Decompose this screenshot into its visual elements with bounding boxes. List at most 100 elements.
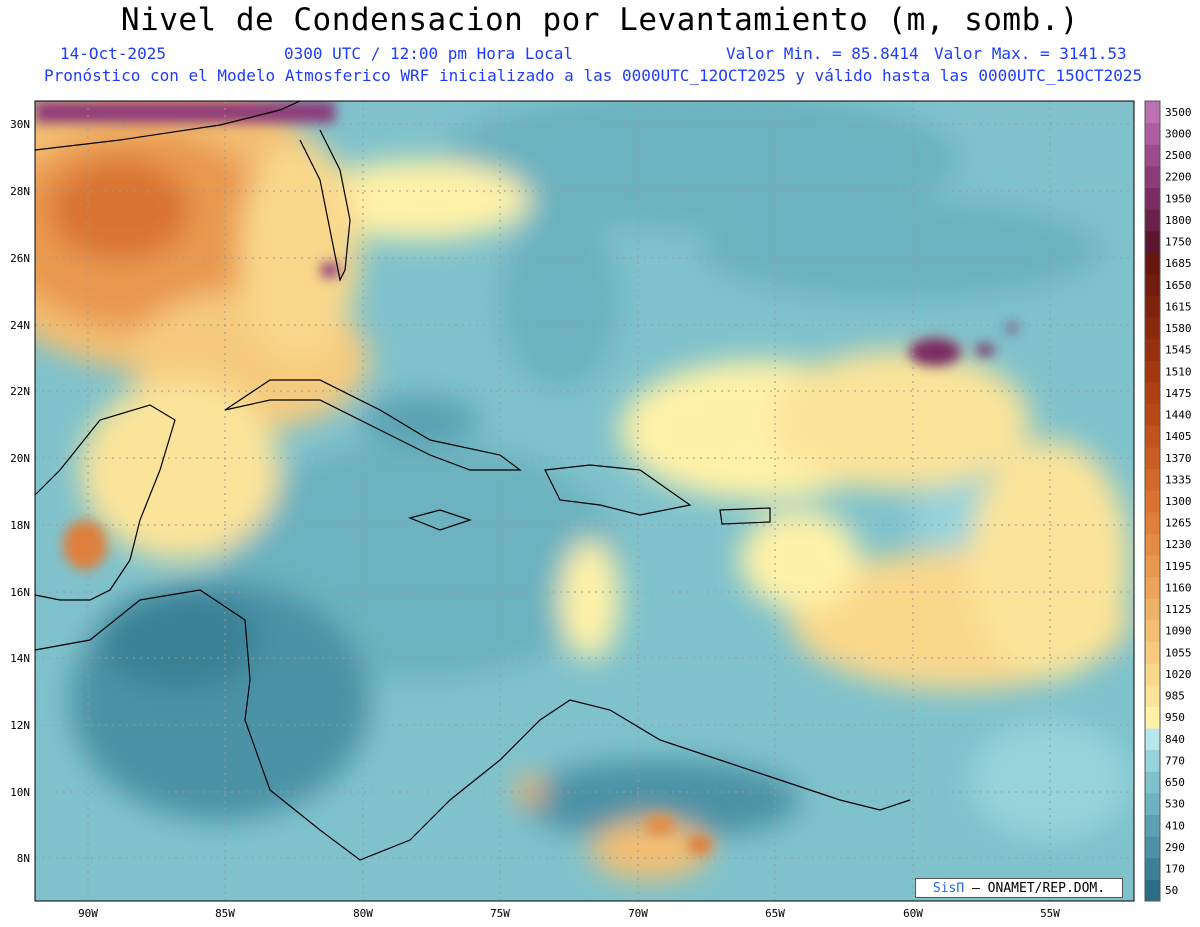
colorbar-label: 1545 xyxy=(1165,344,1192,357)
colorbar-swatch xyxy=(1145,511,1160,534)
lat-label: 10N xyxy=(10,786,30,799)
lat-label: 22N xyxy=(10,385,30,398)
colorbar-label: 3500 xyxy=(1165,106,1192,119)
lon-label: 75W xyxy=(490,907,510,920)
lon-label: 60W xyxy=(903,907,923,920)
colorbar-swatch xyxy=(1145,663,1160,686)
forecast-date: 14-Oct-2025 xyxy=(60,44,166,63)
colorbar-swatch xyxy=(1145,446,1160,470)
lat-label: 16N xyxy=(10,586,30,599)
colorbar-label: 1300 xyxy=(1165,495,1192,508)
chart-title: Nivel de Condensacion por Levantamiento … xyxy=(120,2,1080,38)
colorbar-label: 50 xyxy=(1165,884,1178,897)
colorbar-swatch xyxy=(1145,122,1160,145)
colorbar-label: 1405 xyxy=(1165,430,1192,443)
colorbar-label: 1370 xyxy=(1165,452,1192,465)
lat-label: 14N xyxy=(10,652,30,665)
colorbar-label: 1950 xyxy=(1165,192,1192,205)
colorbar-swatch xyxy=(1145,598,1160,621)
colorbar-label: 2500 xyxy=(1165,149,1192,162)
colorbar-swatch xyxy=(1145,403,1160,426)
condensation-field xyxy=(35,101,1134,901)
colorbar-label: 1335 xyxy=(1165,473,1192,486)
colorbar-label: 950 xyxy=(1165,711,1185,724)
lat-label: 18N xyxy=(10,519,30,532)
lon-label: 90W xyxy=(78,907,98,920)
colorbar-label: 1475 xyxy=(1165,387,1192,400)
lat-label: 12N xyxy=(10,719,30,732)
credit-box: SisΠ – ONAMET/REP.DOM. xyxy=(915,878,1123,898)
colorbar-swatch xyxy=(1145,360,1160,383)
colorbar-swatch xyxy=(1145,425,1160,448)
colorbar-label: 650 xyxy=(1165,776,1185,789)
colorbar-swatch xyxy=(1145,101,1160,124)
coastlines xyxy=(34,100,911,861)
colorbar-swatch xyxy=(1145,576,1160,599)
colorbar-swatch xyxy=(1145,619,1160,643)
colorbar-label: 530 xyxy=(1165,798,1185,811)
colorbar-swatch xyxy=(1145,252,1160,275)
lon-label: 55W xyxy=(1040,907,1060,920)
colorbar-swatch xyxy=(1145,728,1160,751)
colorbar-frame xyxy=(1144,100,1161,902)
colorbar-label: 1510 xyxy=(1165,365,1192,378)
colorbar-swatch xyxy=(1145,490,1160,513)
colorbar-label: 1650 xyxy=(1165,279,1192,292)
colorbar-label: 2200 xyxy=(1165,171,1192,184)
colorbar-swatch xyxy=(1145,749,1160,772)
colorbar-label: 1440 xyxy=(1165,409,1192,422)
map-frame xyxy=(34,100,1135,902)
colorbar-label: 840 xyxy=(1165,733,1185,746)
colorbar-label: 170 xyxy=(1165,863,1185,876)
colorbar-label: 1125 xyxy=(1165,603,1192,616)
colorbar-label: 1265 xyxy=(1165,517,1192,530)
colorbar-label: 1580 xyxy=(1165,322,1192,335)
colorbar-label: 1195 xyxy=(1165,560,1192,573)
colorbar-swatch xyxy=(1145,468,1160,491)
colorbar-swatch xyxy=(1145,533,1160,556)
colorbar-label: 770 xyxy=(1165,754,1185,767)
colorbar-label: 290 xyxy=(1165,841,1185,854)
min-value: Valor Min. = 85.8414 xyxy=(726,44,919,63)
colorbar-swatch xyxy=(1145,684,1160,707)
colorbar-swatch xyxy=(1145,338,1160,361)
model-description: Pronóstico con el Modelo Atmosferico WRF… xyxy=(44,66,1143,85)
colorbar-swatch xyxy=(1145,230,1160,253)
lat-label: 8N xyxy=(17,852,30,865)
colorbar-swatch xyxy=(1145,879,1160,902)
lat-labels: 30N 28N 26N 24N 22N 20N 18N 16N 14N 12N … xyxy=(10,118,30,865)
colorbar-label: 3000 xyxy=(1165,127,1192,140)
lat-label: 30N xyxy=(10,118,30,131)
colorbar-swatch xyxy=(1145,144,1160,167)
colorbar-label: 1020 xyxy=(1165,668,1192,681)
lon-labels: 90W 85W 80W 75W 70W 65W 60W 55W xyxy=(78,907,1060,920)
sispi-logo: SisΠ xyxy=(932,881,965,896)
lat-lon-grid xyxy=(35,101,1134,901)
colorbar-swatch xyxy=(1145,814,1160,837)
colorbar-swatch xyxy=(1145,209,1160,232)
lat-label: 26N xyxy=(10,252,30,265)
colorbar-swatch xyxy=(1145,273,1160,297)
colorbar-label: 1800 xyxy=(1165,214,1192,227)
colorbar-swatch xyxy=(1145,706,1160,729)
colorbar-label: 1615 xyxy=(1165,300,1192,313)
lon-label: 65W xyxy=(765,907,785,920)
colorbar-label: 1090 xyxy=(1165,625,1192,638)
credit-text: – ONAMET/REP.DOM. xyxy=(972,881,1106,896)
colorbar-swatch xyxy=(1145,295,1160,318)
lon-label: 80W xyxy=(353,907,373,920)
colorbar-swatch xyxy=(1145,836,1160,859)
colorbar-swatch xyxy=(1145,641,1160,664)
colorbar-swatch xyxy=(1145,857,1160,880)
colorbar-swatch xyxy=(1145,771,1160,794)
colorbar-swatch xyxy=(1145,165,1160,188)
lon-label: 85W xyxy=(215,907,235,920)
lat-label: 28N xyxy=(10,185,30,198)
max-value: Valor Max. = 3141.53 xyxy=(934,44,1127,63)
lat-label: 24N xyxy=(10,319,30,332)
colorbar-label: 1750 xyxy=(1165,236,1192,249)
colorbar-swatch xyxy=(1145,187,1160,210)
colorbar-label: 410 xyxy=(1165,819,1185,832)
colorbar-swatch xyxy=(1145,555,1160,578)
